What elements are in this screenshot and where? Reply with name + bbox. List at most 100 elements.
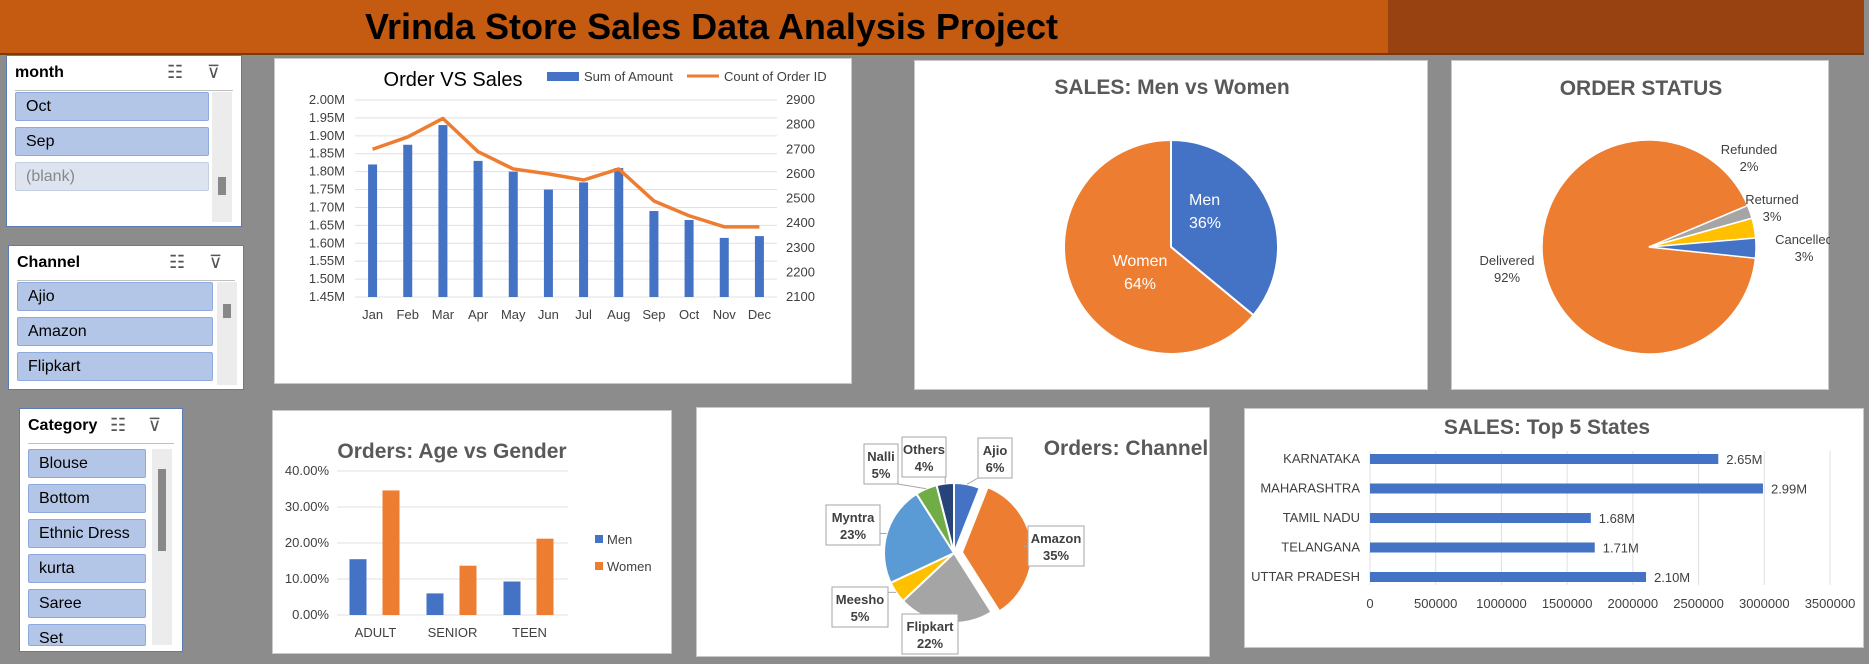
slice-label-men: Men <box>1189 192 1220 209</box>
slicer-item-sep[interactable]: Sep <box>15 127 209 156</box>
bar-feb <box>403 144 413 297</box>
chart-title: Order VS Sales <box>384 69 523 91</box>
x-tick-teen: TEEN <box>512 625 547 640</box>
pie-slice-delivered <box>1541 139 1757 355</box>
callout-box-flipkart <box>901 613 959 655</box>
slice-value-delivered: 92% <box>1494 270 1520 285</box>
right-axis-tick: 2500 <box>786 191 815 206</box>
slicer-scrollbar[interactable] <box>152 449 172 645</box>
right-axis-tick: 2900 <box>786 92 815 107</box>
order-vs-sales-chart: Order VS Sales Sum of Amount Count of Orde… <box>309 69 827 322</box>
x-tick-mar: Mar <box>432 307 455 322</box>
x-tick: 1000000 <box>1476 596 1527 611</box>
order-vs-sales-panel: Order VS Sales Sum of Amount Count of Orde… <box>274 58 852 384</box>
slicer-item-set[interactable]: Set <box>28 624 146 646</box>
title-bar-accent <box>1388 0 1864 53</box>
scrollbar-thumb[interactable] <box>218 177 226 195</box>
callout-box-meesho <box>831 586 889 628</box>
slicer-header: month <box>15 64 64 81</box>
chart-title: SALES: Top 5 States <box>1444 416 1650 439</box>
bar-karnataka <box>1370 454 1719 464</box>
x-tick-sep: Sep <box>642 307 665 322</box>
slice-label-delivered: Delivered <box>1480 253 1535 268</box>
left-axis-tick: 1.45M <box>309 289 345 304</box>
multi-select-icon[interactable]: ☷ <box>169 252 186 272</box>
bar-women-adult <box>382 490 400 615</box>
age-gender-panel: Orders: Age vs Gender 0.00% 10.00% 20.00% 30… <box>272 410 672 654</box>
slicer-item-flipkart[interactable]: Flipkart <box>17 352 213 381</box>
callout-label-ajio: Ajio <box>983 443 1008 458</box>
left-axis-tick: 1.70M <box>309 199 345 214</box>
month-slicer[interactable]: month ☷ ⊽ Oct Sep (blank) <box>6 55 242 227</box>
x-tick-jun: Jun <box>538 307 559 322</box>
bar-sep <box>649 211 659 297</box>
callout-box-amazon <box>1027 525 1085 567</box>
slice-value-cancelled: 3% <box>1795 249 1814 264</box>
channel-slicer[interactable]: Channel ☷ ⊽ Ajio Amazon Flipkart <box>8 245 244 390</box>
legend-label-women: Women <box>607 559 652 574</box>
bar-women-teen <box>536 538 554 615</box>
slice-label-women: Women <box>1113 253 1168 270</box>
pie-slice-myntra <box>883 492 956 585</box>
slicer-item-bottom[interactable]: Bottom <box>28 484 146 513</box>
bar-may <box>508 171 518 297</box>
slicer-item-saree[interactable]: Saree <box>28 589 146 618</box>
x-tick-aug: Aug <box>607 307 630 322</box>
clear-filter-icon[interactable]: ⊽ <box>209 252 223 272</box>
bar-jun <box>543 189 553 297</box>
category-slicer[interactable]: Category ☷ ⊽ Blouse Bottom Ethnic Dress … <box>19 408 183 652</box>
bar-men-senior <box>426 593 444 615</box>
page-title: Vrinda Store Sales Data Analysis Project <box>365 6 1058 47</box>
slicer-scrollbar[interactable] <box>212 92 232 222</box>
callout-value-others: 4% <box>915 459 934 474</box>
x-tick: 500000 <box>1414 596 1457 611</box>
right-axis-tick: 2100 <box>786 289 815 304</box>
x-tick-feb: Feb <box>397 307 419 322</box>
bar-apr <box>473 160 483 297</box>
slicer-item-ajio[interactable]: Ajio <box>17 282 213 311</box>
clear-filter-icon[interactable]: ⊽ <box>207 62 221 82</box>
y-tick-tamil-nadu: TAMIL NADU <box>1283 510 1360 525</box>
sales-gender-chart: SALES: Men vs Women Men 36% Women 64% <box>1054 76 1290 355</box>
callout-leader-ajio <box>966 477 979 485</box>
bar-dec <box>754 236 764 297</box>
bar-oct <box>684 219 694 297</box>
slicer-scrollbar[interactable] <box>217 282 237 385</box>
legend-swatch-men <box>595 535 603 543</box>
slicer-item-blank[interactable]: (blank) <box>15 162 209 191</box>
slicer-item-blouse[interactable]: Blouse <box>28 449 146 478</box>
slice-value-men: 36% <box>1189 215 1221 232</box>
y-tick: 0.00% <box>292 607 329 622</box>
bar-telangana <box>1370 542 1595 553</box>
x-tick-adult: ADULT <box>355 625 397 640</box>
pie-slice-cancelled <box>1648 237 1757 260</box>
multi-select-icon[interactable]: ☷ <box>110 415 127 435</box>
scrollbar-thumb[interactable] <box>223 304 231 318</box>
callout-label-meesho: Meesho <box>836 592 884 607</box>
multi-select-icon[interactable]: ☷ <box>167 62 184 82</box>
clear-filter-icon[interactable]: ⊽ <box>148 415 162 435</box>
bar-mar <box>438 125 448 297</box>
pie-slice-others <box>935 481 955 554</box>
order-status-chart: ORDER STATUS Refunded 2% Returned 3% Cancelle… <box>1480 77 1833 355</box>
left-axis-tick: 1.50M <box>309 271 345 286</box>
callout-value-myntra: 23% <box>840 527 866 542</box>
left-axis-tick: 1.65M <box>309 217 345 232</box>
x-tick: 2500000 <box>1673 596 1724 611</box>
scrollbar-thumb[interactable] <box>158 469 166 551</box>
right-axis-tick: 2700 <box>786 141 815 156</box>
callout-value-flipkart: 22% <box>917 636 943 651</box>
slicer-item-oct[interactable]: Oct <box>15 92 209 121</box>
x-tick: 2000000 <box>1608 596 1659 611</box>
callout-label-nalli: Nalli <box>867 449 894 464</box>
slicer-item-amazon[interactable]: Amazon <box>17 317 213 346</box>
value-label-tamil-nadu: 1.68M <box>1599 511 1635 526</box>
slicer-item-kurta[interactable]: kurta <box>28 554 146 583</box>
x-tick-oct: Oct <box>679 307 700 322</box>
pie-slice-men <box>1170 138 1279 317</box>
x-tick-senior: SENIOR <box>428 625 478 640</box>
x-tick-apr: Apr <box>468 307 489 322</box>
callout-leader-nalli <box>897 483 927 490</box>
slicer-item-ethnic-dress[interactable]: Ethnic Dress <box>28 519 146 548</box>
callout-label-myntra: Myntra <box>832 510 875 525</box>
